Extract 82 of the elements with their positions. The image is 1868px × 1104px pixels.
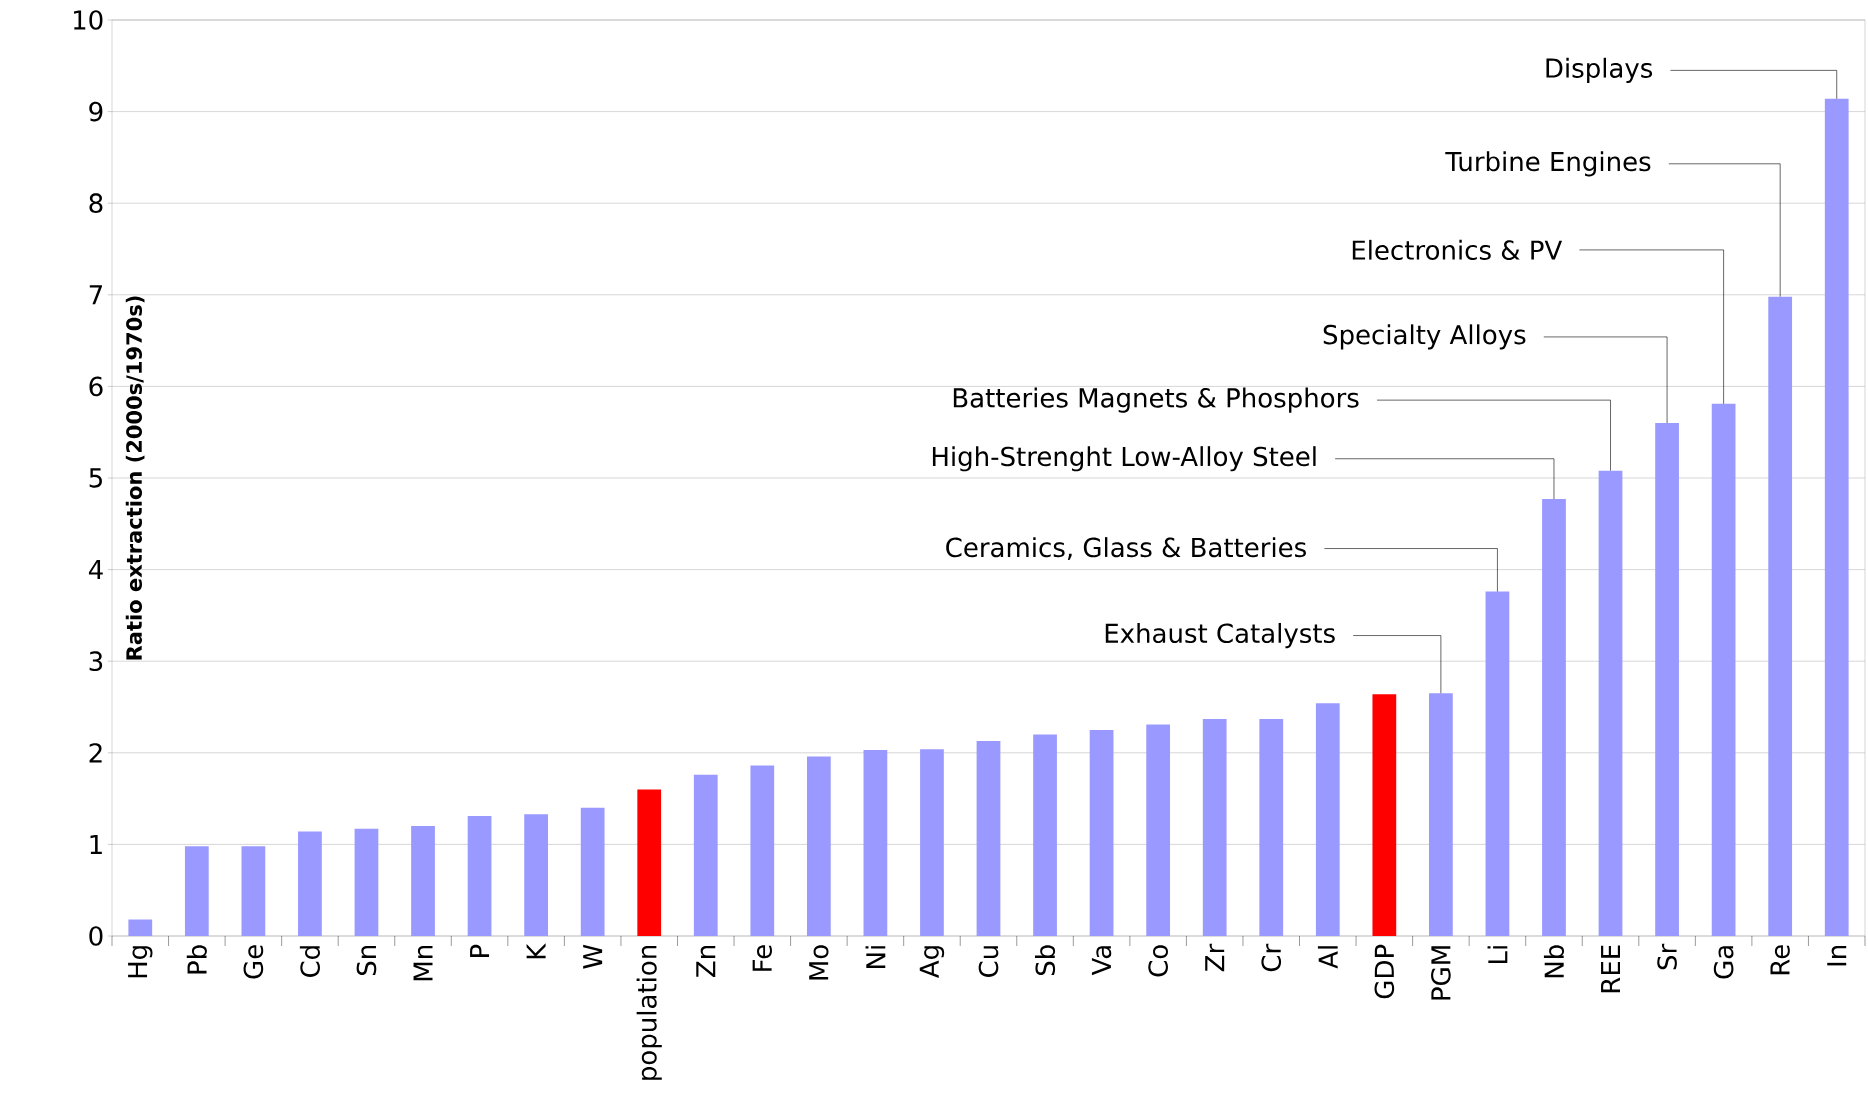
y-tick-label: 5 <box>89 468 102 488</box>
bar <box>298 831 322 936</box>
bar <box>976 740 1001 936</box>
bar <box>1202 718 1227 936</box>
bar <box>1598 470 1623 936</box>
bar <box>1146 724 1171 936</box>
annotation: Electronics & PV <box>1352 239 1563 260</box>
x-tick-label: Mn <box>413 946 433 981</box>
x-tick-label: Ge <box>243 945 264 979</box>
x-tick-label: Sr <box>1657 943 1677 970</box>
bar <box>1655 423 1679 936</box>
x-tick-label: W <box>583 944 603 969</box>
x-tick-label: Hg <box>128 946 153 978</box>
bar <box>1372 694 1397 936</box>
x-tick-label: Ga <box>1713 946 1734 979</box>
bar <box>1429 693 1453 936</box>
x-tick-label: P <box>470 944 490 957</box>
bar <box>354 828 379 936</box>
bar <box>411 826 435 936</box>
bar <box>184 846 209 936</box>
x-tick-label: Al <box>1317 946 1338 969</box>
bar <box>1259 718 1284 936</box>
y-tick-label: 7 <box>89 285 102 305</box>
x-tick-label: Ni <box>865 946 886 968</box>
x-tick-label: Zn <box>696 946 716 977</box>
bar <box>524 814 548 936</box>
annotation: Turbine Engines <box>1445 151 1651 177</box>
bar <box>806 756 831 936</box>
bar <box>241 846 266 936</box>
x-tick-label: population <box>636 945 662 1080</box>
y-tick-label: 10 <box>73 10 103 30</box>
x-tick-label: Fe <box>752 945 772 971</box>
bar <box>128 919 153 936</box>
annotation: Batteries Magnets & Phosphors <box>953 387 1359 413</box>
annotation: Exhaust Catalysts <box>1105 622 1335 649</box>
bar <box>920 749 944 936</box>
x-tick-label: Li <box>1487 946 1508 963</box>
x-tick-label: Co <box>1148 945 1168 977</box>
annotation: Displays <box>1546 57 1653 83</box>
x-tick-label: Cd <box>299 946 320 977</box>
y-tick-label: 1 <box>90 834 102 854</box>
y-tick-label: 2 <box>89 743 102 763</box>
bar <box>1824 98 1849 936</box>
bar <box>1089 729 1114 936</box>
x-tick-label: Zr <box>1205 943 1225 972</box>
x-tick-label: Cr <box>1261 943 1282 972</box>
y-axis-title: Ratio extraction (2000s/1970s) <box>125 296 145 660</box>
bar <box>1033 734 1057 936</box>
bar <box>1485 591 1510 936</box>
x-tick-label: Mo <box>809 945 829 980</box>
bar <box>1768 296 1793 936</box>
bar <box>863 750 888 936</box>
x-tick-label: GDP <box>1374 944 1395 999</box>
x-tick-label: Ag <box>919 946 945 978</box>
x-tick-label: Sb <box>1034 945 1056 976</box>
x-tick-label: REE <box>1601 945 1621 993</box>
x-tick-label: K <box>526 943 546 959</box>
x-tick-label: Pb <box>186 945 207 974</box>
bar <box>750 765 775 936</box>
y-tick-label: 6 <box>89 376 103 397</box>
y-tick-label: 4 <box>88 560 103 580</box>
x-tick-label: Re <box>1770 945 1790 975</box>
bar <box>1315 703 1340 936</box>
annotation: Ceramics, Glass & Batteries <box>946 537 1306 560</box>
y-tick-label: 8 <box>89 193 103 214</box>
x-tick-label: Cu <box>978 946 999 977</box>
bar <box>467 816 492 936</box>
y-tick-label: 3 <box>89 651 103 672</box>
x-tick-label: In <box>1827 946 1847 966</box>
bar <box>693 774 718 936</box>
bar <box>637 789 662 936</box>
y-tick-label: 9 <box>89 101 103 122</box>
y-tick-label: 0 <box>89 926 103 946</box>
annotation: High-Strenght Low-Alloy Steel <box>932 446 1316 472</box>
bar <box>580 807 605 936</box>
x-tick-label: Va <box>1091 946 1112 976</box>
x-tick-label: Sn <box>356 946 377 976</box>
annotation: Specialty Alloys <box>1323 324 1526 350</box>
bar <box>1711 403 1736 936</box>
bar <box>1542 499 1566 936</box>
x-tick-label: Nb <box>1543 945 1565 978</box>
x-tick-label: PGM <box>1431 946 1451 1000</box>
